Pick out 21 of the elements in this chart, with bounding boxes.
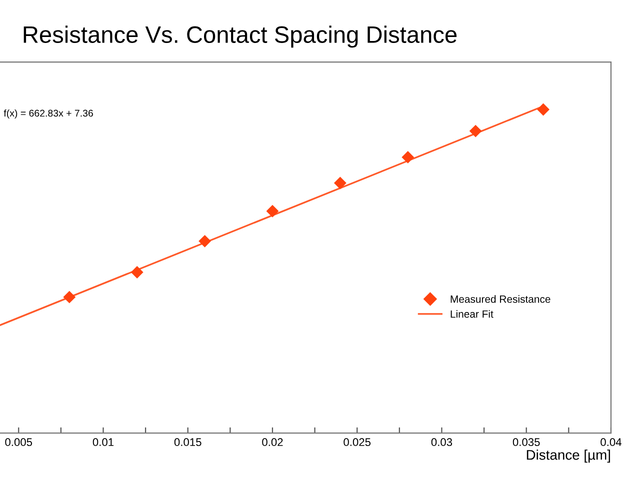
point [334,176,346,190]
x-tick-label: 0.005 [5,438,32,446]
point [537,103,550,116]
point [266,204,279,218]
x-tick-label: 0.035 [512,438,540,446]
x-tick-label: 0.03 [431,438,452,446]
x-tick-label: 0.02 [262,438,283,446]
point [130,266,144,278]
legend-label: Linear Fit [450,310,494,318]
chart-title: Resistance Vs. Contact Spacing Distance [24,26,457,48]
x-tick-label: 0.04 [600,438,622,446]
point [63,290,76,304]
x-tick-label: 0.015 [174,438,202,446]
x-axis-title: Distance [µm] [526,450,610,463]
x-tick-label: 0.025 [344,438,371,446]
point [402,150,414,164]
point [198,234,211,248]
legend-label: Measured Resistance [450,295,550,303]
annotation: f(x) = 662.83x + 7.36 [4,110,93,119]
point [469,124,482,138]
x-tick-label: 0.01 [92,438,114,446]
